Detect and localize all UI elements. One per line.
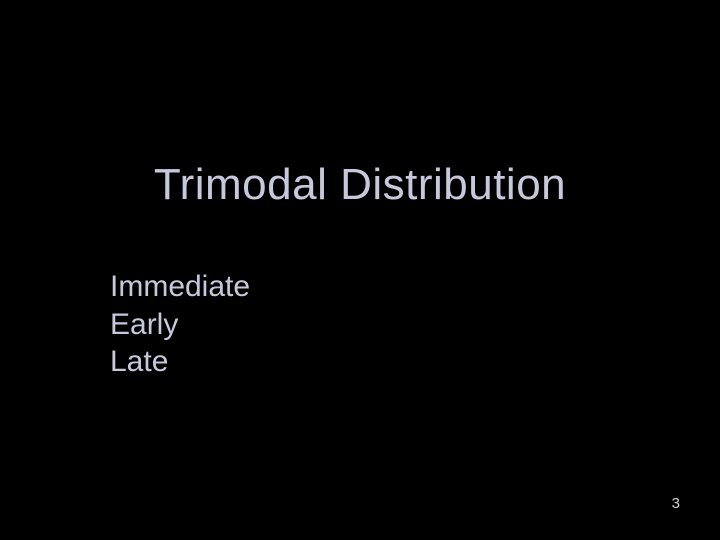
list-item: Immediate — [110, 268, 250, 306]
body-list: Immediate Early Late — [110, 268, 250, 381]
slide-title: Trimodal Distribution — [0, 160, 720, 210]
list-item: Early — [110, 306, 250, 344]
page-number: 3 — [672, 495, 680, 512]
list-item: Late — [110, 343, 250, 381]
slide: Trimodal Distribution Immediate Early La… — [0, 0, 720, 540]
